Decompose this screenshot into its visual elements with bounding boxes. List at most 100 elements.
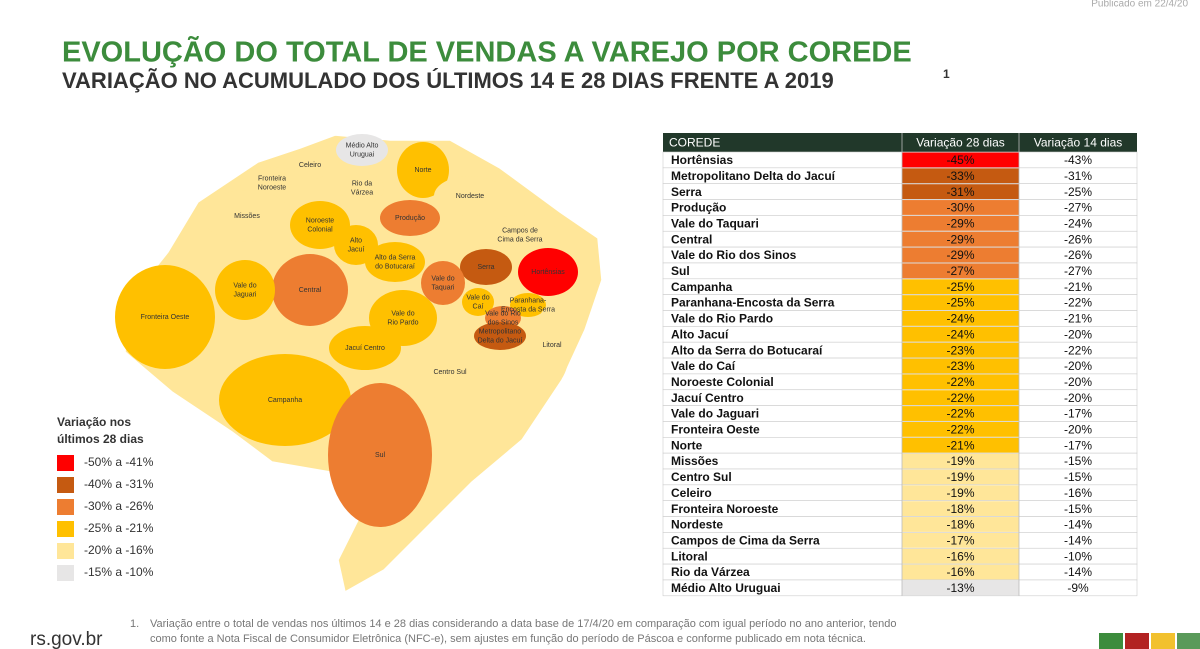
region-label: Alto [350, 237, 362, 244]
corede-name: Celeiro [671, 486, 712, 500]
cell-value: -27% [946, 264, 974, 278]
region [421, 261, 465, 305]
region-label: Colonial [307, 226, 333, 233]
region-label: Paranhana- [510, 297, 547, 304]
region-label: Vale do [466, 294, 489, 301]
corede-name: Fronteira Oeste [671, 423, 760, 437]
cell-value: -20% [1064, 327, 1092, 341]
legend-title: últimos 28 dias [57, 432, 144, 446]
note-number: 1. [130, 618, 139, 630]
cell-28-bg [902, 342, 1019, 358]
region-label: Jaguari [234, 291, 257, 298]
region-label: Caí [473, 303, 484, 310]
cell-value: -20% [1064, 375, 1092, 389]
cell-value: -22% [946, 407, 974, 421]
region-label: Centro Sul [433, 369, 467, 376]
brand-bar [1125, 633, 1149, 649]
cell-value: -24% [946, 327, 974, 341]
cell-value: -17% [1064, 407, 1092, 421]
region [365, 242, 425, 282]
corede-name: Rio da Várzea [671, 565, 750, 579]
cell-value: -21% [946, 438, 974, 452]
region-label: Vale do [233, 282, 256, 289]
region-label: Encosta da Serra [501, 306, 555, 313]
corede-name: Sul [671, 264, 690, 278]
corede-name: Serra [671, 185, 702, 199]
cell-value: -29% [946, 248, 974, 262]
cell-value: -31% [946, 185, 974, 199]
legend-swatch [57, 565, 74, 581]
cell-28-bg [902, 279, 1019, 295]
cell-value: -33% [946, 169, 974, 183]
brand-bar [1099, 633, 1123, 649]
cell-28-bg [902, 421, 1019, 437]
table-header-bg [663, 133, 1137, 152]
cell-value: -15% [1064, 502, 1092, 516]
cell-value: -10% [1064, 549, 1092, 563]
table: COREDE Variação 28 dias Variação 14 dias Ho… [662, 133, 1138, 597]
corede-name: Alto Jacuí [671, 327, 729, 341]
cell-value: -22% [1064, 343, 1092, 357]
region-label: Vale do [391, 310, 414, 317]
region-label: Nordeste [456, 193, 485, 200]
site: rs.gov.br [30, 629, 103, 649]
title: EVOLUÇÃO DO TOTAL DE VENDAS A VAREJO POR… [62, 35, 912, 69]
region [474, 322, 526, 350]
region [420, 342, 480, 402]
cell-value: -13% [946, 581, 974, 595]
brand-bar [1151, 633, 1175, 649]
cell-28-bg [902, 184, 1019, 200]
cell-28-bg [902, 406, 1019, 421]
cell-value: -21% [1064, 280, 1092, 294]
cell-value: -24% [946, 312, 974, 326]
cell-value: -45% [946, 153, 974, 167]
corede-name: Vale do Jaguari [671, 407, 759, 421]
region [336, 134, 388, 166]
cell-value: -29% [946, 216, 974, 230]
region [203, 190, 291, 242]
corede-name: Campanha [671, 280, 733, 294]
corede-name: Centro Sul [671, 470, 732, 484]
region [115, 265, 215, 369]
cell-value: -20% [1064, 359, 1092, 373]
cell-value: -26% [1064, 232, 1092, 246]
cell-value: -19% [946, 454, 974, 468]
region-label: Central [299, 287, 322, 294]
legend-label: -15% a -10% [84, 565, 154, 579]
cell-28-bg [902, 548, 1019, 564]
region [272, 254, 348, 326]
cell-28-bg [902, 152, 1019, 168]
column-header: Variação 14 dias [1034, 136, 1123, 150]
region [510, 293, 546, 317]
cell-28-bg [902, 580, 1019, 596]
cell-value: -30% [946, 201, 974, 215]
corede-name: Central [671, 232, 712, 246]
published: Publicado em 22/4/20 [1091, 0, 1188, 10]
cell-28-bg [902, 469, 1019, 485]
region-label: Fronteira [258, 175, 286, 182]
region-label: Jacuí Centro [345, 345, 385, 352]
region [434, 176, 506, 216]
region [290, 201, 350, 249]
region [329, 326, 401, 370]
cell-value: -18% [946, 502, 974, 516]
legend-swatch [57, 499, 74, 515]
cell-28-bg [902, 200, 1019, 215]
region-label: Campanha [268, 397, 302, 404]
corede-name: Produção [671, 201, 726, 215]
legend-label: -20% a -16% [84, 543, 154, 557]
region [340, 172, 384, 204]
corede-name: Noroeste Colonial [671, 375, 774, 389]
cell-value: -25% [1064, 185, 1092, 199]
corede-name: Vale do Taquari [671, 216, 759, 230]
legend: Variação nos últimos 28 dias -50% a -41% -4… [57, 415, 154, 581]
cell-28-bg [902, 247, 1019, 263]
legend-swatch [57, 455, 74, 471]
region [462, 288, 494, 316]
region-label: Alto da Serra [375, 254, 416, 261]
cell-value: -15% [1064, 454, 1092, 468]
cell-28-bg [902, 517, 1019, 532]
region [460, 249, 512, 285]
cell-value: -14% [1064, 518, 1092, 532]
cell-value: -29% [946, 232, 974, 246]
